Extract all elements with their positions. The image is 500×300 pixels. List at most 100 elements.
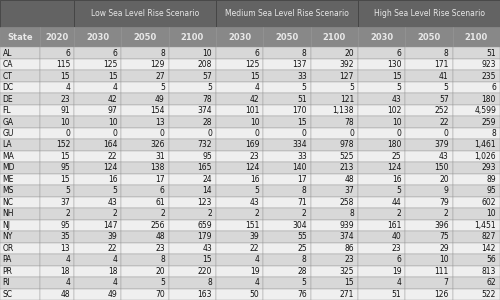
Bar <box>452 116 500 128</box>
Text: 10: 10 <box>439 255 448 264</box>
Bar <box>216 266 264 277</box>
Text: 123: 123 <box>198 198 212 207</box>
Bar <box>310 82 358 93</box>
Text: 2050: 2050 <box>276 33 298 42</box>
Text: 22: 22 <box>108 244 118 253</box>
Text: 124: 124 <box>387 164 402 172</box>
Text: 95: 95 <box>486 186 496 195</box>
Bar <box>216 151 264 162</box>
Bar <box>122 47 169 59</box>
Text: 137: 137 <box>292 60 306 69</box>
Text: 5: 5 <box>207 83 212 92</box>
Bar <box>406 116 452 128</box>
Text: 4: 4 <box>65 83 70 92</box>
Bar <box>310 266 358 277</box>
Bar <box>122 151 169 162</box>
Bar <box>40 220 74 231</box>
Text: 16: 16 <box>108 175 118 184</box>
Text: 37: 37 <box>60 198 70 207</box>
Text: GA: GA <box>2 118 14 127</box>
Text: 10: 10 <box>108 118 118 127</box>
Bar <box>406 59 452 70</box>
Bar <box>406 162 452 174</box>
Bar <box>452 277 500 289</box>
Text: 16: 16 <box>392 175 402 184</box>
Text: 55: 55 <box>297 232 306 241</box>
Text: ME: ME <box>2 175 14 184</box>
Text: 163: 163 <box>198 290 212 299</box>
Bar <box>0 105 40 116</box>
Bar <box>310 151 358 162</box>
Bar <box>406 289 452 300</box>
Text: OR: OR <box>2 244 14 253</box>
Bar <box>74 116 122 128</box>
Bar <box>406 277 452 289</box>
Bar <box>40 266 74 277</box>
Bar <box>122 162 169 174</box>
Bar <box>452 82 500 93</box>
Text: 25: 25 <box>392 152 402 161</box>
Text: 220: 220 <box>198 267 212 276</box>
Bar <box>74 243 122 254</box>
Bar <box>310 243 358 254</box>
Text: 4: 4 <box>65 278 70 287</box>
Bar <box>216 59 264 70</box>
Bar <box>264 197 310 208</box>
Text: 5: 5 <box>254 186 260 195</box>
Text: 154: 154 <box>150 106 165 115</box>
Bar <box>122 105 169 116</box>
Text: 152: 152 <box>56 140 70 149</box>
Bar <box>264 254 310 266</box>
Text: 51: 51 <box>297 94 306 103</box>
Text: 71: 71 <box>297 198 306 207</box>
Bar <box>264 47 310 59</box>
Bar <box>122 93 169 105</box>
Bar <box>169 231 216 243</box>
Bar <box>0 185 40 197</box>
Text: 5: 5 <box>302 83 306 92</box>
Text: 6: 6 <box>396 49 402 58</box>
Bar <box>216 162 264 174</box>
Bar <box>310 105 358 116</box>
Bar <box>122 116 169 128</box>
Bar <box>406 82 452 93</box>
Text: 150: 150 <box>434 164 448 172</box>
Bar <box>452 151 500 162</box>
Text: GU: GU <box>2 129 14 138</box>
Bar <box>264 116 310 128</box>
Bar <box>264 105 310 116</box>
Bar <box>40 243 74 254</box>
Bar <box>74 70 122 82</box>
Text: 28: 28 <box>297 267 306 276</box>
Text: 15: 15 <box>344 278 354 287</box>
Bar <box>406 70 452 82</box>
Bar <box>216 128 264 139</box>
Text: 125: 125 <box>103 60 118 69</box>
Text: 164: 164 <box>103 140 118 149</box>
Bar <box>264 162 310 174</box>
Text: 86: 86 <box>344 244 354 253</box>
Bar <box>0 151 40 162</box>
Bar <box>40 231 74 243</box>
Bar <box>264 59 310 70</box>
Text: 15: 15 <box>297 118 306 127</box>
Bar <box>40 151 74 162</box>
Text: 2: 2 <box>396 209 402 218</box>
Bar <box>40 27 74 47</box>
Bar <box>310 139 358 151</box>
Text: 1,451: 1,451 <box>474 221 496 230</box>
Text: 40: 40 <box>392 232 402 241</box>
Bar <box>406 128 452 139</box>
Bar <box>169 47 216 59</box>
Bar <box>310 93 358 105</box>
Text: 29: 29 <box>439 244 448 253</box>
Text: 33: 33 <box>297 72 306 81</box>
Text: 6: 6 <box>160 186 165 195</box>
Text: 2030: 2030 <box>86 33 110 42</box>
Text: 8: 8 <box>350 209 354 218</box>
Text: MD: MD <box>2 164 15 172</box>
Text: 57: 57 <box>202 72 212 81</box>
Text: RI: RI <box>2 278 10 287</box>
Bar <box>310 162 358 174</box>
Text: 2: 2 <box>254 209 260 218</box>
